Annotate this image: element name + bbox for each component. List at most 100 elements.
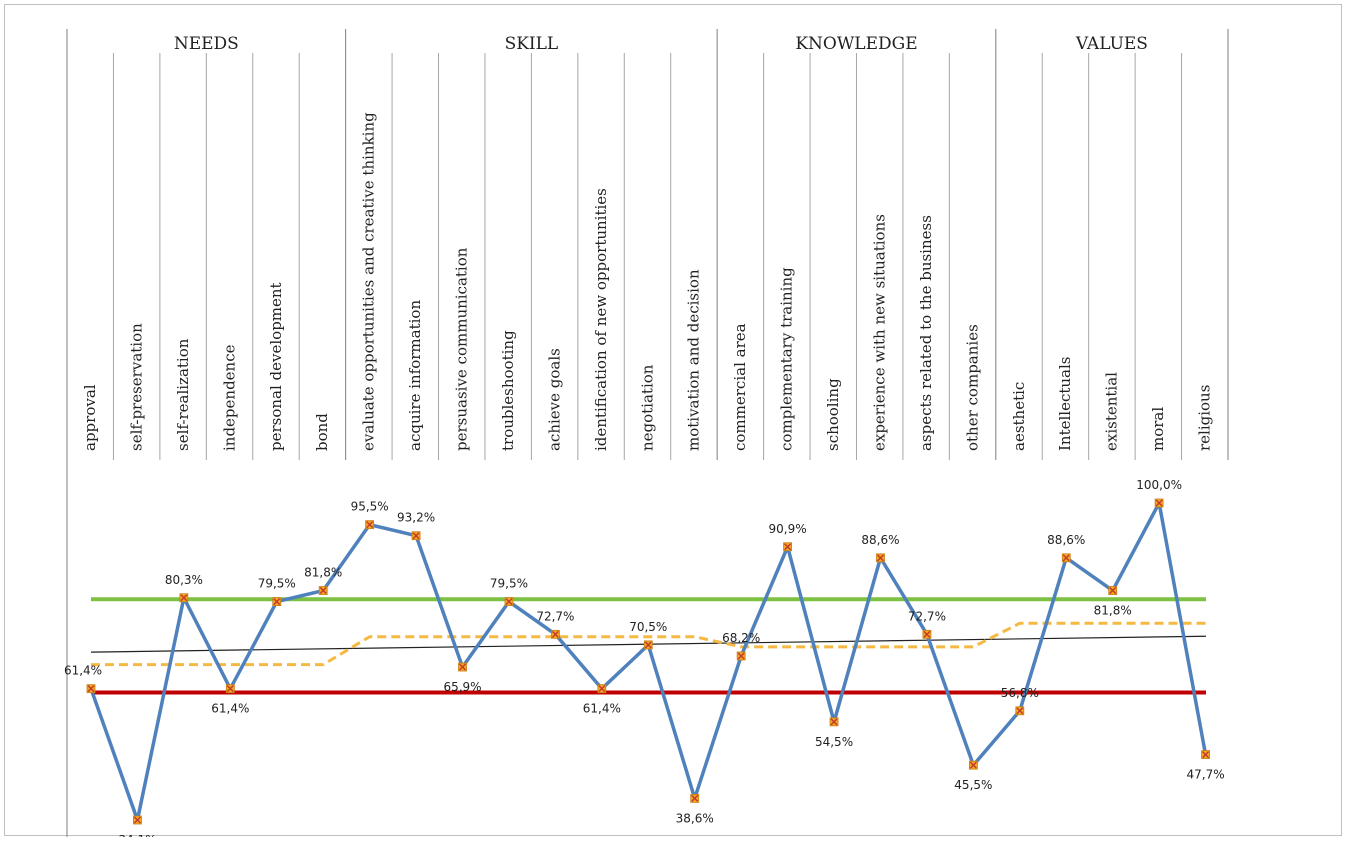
category-label: self-realization	[174, 338, 192, 451]
marker-x	[505, 598, 513, 606]
data-point-marker	[1201, 750, 1210, 759]
category-label: moral	[1149, 407, 1167, 451]
marker-x	[133, 816, 141, 824]
marker-x	[784, 543, 792, 551]
data-point-marker	[86, 684, 96, 694]
group-header-knowledge: KNOWLEDGE	[795, 34, 917, 54]
series-line	[89, 501, 1208, 822]
data-label-20: 45,5%	[954, 778, 992, 792]
data-label-11: 72,7%	[536, 609, 574, 623]
data-point-marker	[504, 597, 514, 607]
category-label: aesthetic	[1010, 382, 1028, 451]
category-label: religious	[1196, 385, 1214, 451]
data-point-marker	[318, 586, 328, 595]
data-label-18: 88,6%	[861, 533, 899, 547]
data-label-10: 79,5%	[490, 577, 528, 591]
category-label: personal development	[267, 282, 285, 451]
data-point-marker	[1061, 553, 1071, 563]
category-label: identification of new opportunities	[592, 188, 610, 451]
category-label: other companies	[963, 324, 981, 451]
data-label-23: 81,8%	[1094, 604, 1132, 618]
marker-x	[923, 630, 931, 638]
marker-x	[691, 794, 699, 802]
category-label: independence	[220, 344, 238, 451]
marker-x	[87, 685, 95, 693]
data-point-marker	[133, 815, 142, 825]
data-label-12: 61,4%	[583, 702, 621, 716]
data-point-marker	[179, 593, 189, 603]
data-label-9: 65,9%	[443, 680, 481, 694]
data-label-16: 90,9%	[769, 522, 807, 536]
data-label-13: 70,5%	[629, 620, 667, 634]
chart-frame: NEEDS SKILL KNOWLEDGE VALUES approval self-pr…	[4, 4, 1342, 837]
data-label-2: 34,1%	[118, 833, 156, 837]
marker-x	[459, 663, 467, 671]
data-point-marker	[1015, 706, 1025, 716]
data-label-14: 38,6%	[676, 811, 714, 825]
category-label: troubleshooting	[499, 330, 517, 451]
data-point-marker	[968, 760, 978, 770]
data-point-marker	[643, 640, 653, 650]
marker-x	[876, 554, 884, 562]
group-mean-line	[91, 621, 1206, 667]
data-point-marker	[225, 684, 235, 694]
data-label-3: 80,3%	[165, 573, 203, 587]
category-label: bond	[313, 413, 331, 451]
marker-x	[319, 587, 327, 595]
data-label-6: 81,8%	[304, 566, 342, 580]
marker-x	[226, 685, 234, 693]
data-point-marker	[272, 597, 282, 607]
data-point-marker	[458, 662, 467, 672]
category-label: existential	[1103, 372, 1121, 451]
category-label: acquire information	[406, 300, 424, 451]
marker-x	[366, 521, 374, 529]
category-label: evaluate opportunities and creative thin…	[360, 112, 378, 451]
category-label: negotiation	[638, 364, 656, 451]
category-label: commercial area	[731, 323, 749, 451]
category-label: experience with new situations	[870, 214, 888, 451]
data-label-7: 95,5%	[351, 500, 389, 514]
data-point-marker	[411, 531, 421, 541]
category-label: achieve goals	[545, 348, 563, 451]
marker-x	[644, 641, 652, 649]
data-point-marker	[1108, 586, 1118, 595]
marker-x	[273, 598, 281, 606]
data-point-marker	[597, 684, 607, 694]
data-label-17: 54,5%	[815, 735, 853, 749]
data-label-4: 61,4%	[211, 702, 249, 716]
category-label: self-preservation	[127, 323, 145, 451]
data-point-marker	[690, 793, 700, 803]
category-label: persuasive communication	[453, 247, 471, 451]
data-label-5: 79,5%	[258, 577, 296, 591]
marker-x	[1155, 499, 1163, 507]
data-point-marker	[783, 542, 792, 552]
marker-x	[598, 685, 606, 693]
data-label-21: 56,8%	[1001, 686, 1039, 700]
marker-x	[1109, 587, 1117, 595]
category-label: approval	[81, 384, 99, 451]
category-label: complementary training	[778, 267, 796, 451]
data-label-19: 72,7%	[908, 609, 946, 623]
series-layer	[86, 498, 1210, 825]
marker-x	[737, 652, 745, 660]
marker-x	[969, 761, 977, 769]
marker-x	[551, 630, 559, 638]
data-label-24: 100,0%	[1136, 478, 1182, 492]
group-header-needs: NEEDS	[174, 34, 239, 54]
data-point-marker	[876, 553, 885, 563]
category-header-table: NEEDS SKILL KNOWLEDGE VALUES approval self-pr…	[66, 29, 1229, 837]
data-point-marker	[736, 651, 746, 661]
data-label-8: 93,2%	[397, 511, 435, 525]
data-labels: 61,4% 34,1% 80,3% 61,4% 79,5% 81,8% 95,5% 93,2%…	[64, 478, 1225, 837]
data-point-marker	[922, 629, 932, 639]
marker-x	[830, 718, 838, 726]
group-header-values: VALUES	[1075, 34, 1148, 54]
marker-x	[1202, 751, 1210, 759]
marker-x	[1062, 554, 1070, 562]
data-label-15: 68,2%	[722, 631, 760, 645]
category-label: schooling	[824, 378, 842, 451]
category-label: motivation and decision	[685, 269, 703, 451]
data-point-marker	[829, 717, 839, 727]
marker-x	[412, 532, 420, 540]
group-header-skill: SKILL	[505, 34, 559, 54]
